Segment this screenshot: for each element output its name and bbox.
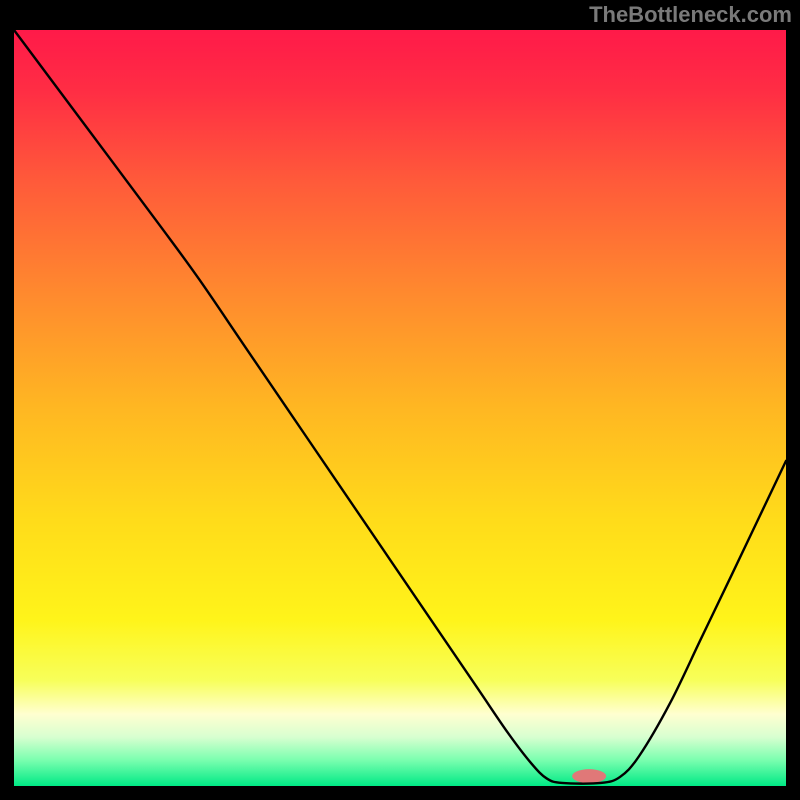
plot-background (14, 30, 786, 786)
optimal-marker (572, 769, 606, 783)
bottleneck-chart (0, 0, 800, 800)
chart-container: TheBottleneck.com (0, 0, 800, 800)
watermark-text: TheBottleneck.com (589, 2, 792, 28)
